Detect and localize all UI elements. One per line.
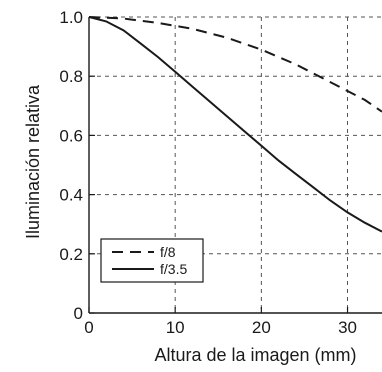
x-axis-title: Altura de la imagen (mm) — [154, 345, 356, 365]
y-tick-label: 0.6 — [59, 126, 83, 145]
grid — [89, 16, 382, 313]
y-tick-label: 0.8 — [59, 67, 83, 86]
x-tick-label: 20 — [252, 318, 271, 337]
series-line-f3-5 — [89, 16, 382, 233]
y-tick-label: 0.4 — [59, 186, 83, 205]
x-tick-label: 0 — [84, 318, 93, 337]
plot-series — [89, 16, 382, 233]
legend: f/8 f/3.5 — [100, 238, 204, 283]
y-axis-title: Iluminación relativa — [23, 84, 43, 239]
legend-box — [100, 238, 204, 283]
x-tick-label: 10 — [166, 318, 185, 337]
x-tick-label: 30 — [338, 318, 357, 337]
tick-labels: 0 0.2 0.4 0.6 0.8 1.0 0 10 20 30 — [59, 8, 357, 337]
legend-label-f3-5: f/3.5 — [160, 261, 187, 277]
legend-label-f8: f/8 — [160, 244, 176, 260]
y-tick-label: 0.2 — [59, 245, 83, 264]
series-line-f8 — [89, 16, 382, 113]
y-tick-label: 0 — [74, 304, 83, 323]
y-tick-label: 1.0 — [59, 8, 83, 27]
